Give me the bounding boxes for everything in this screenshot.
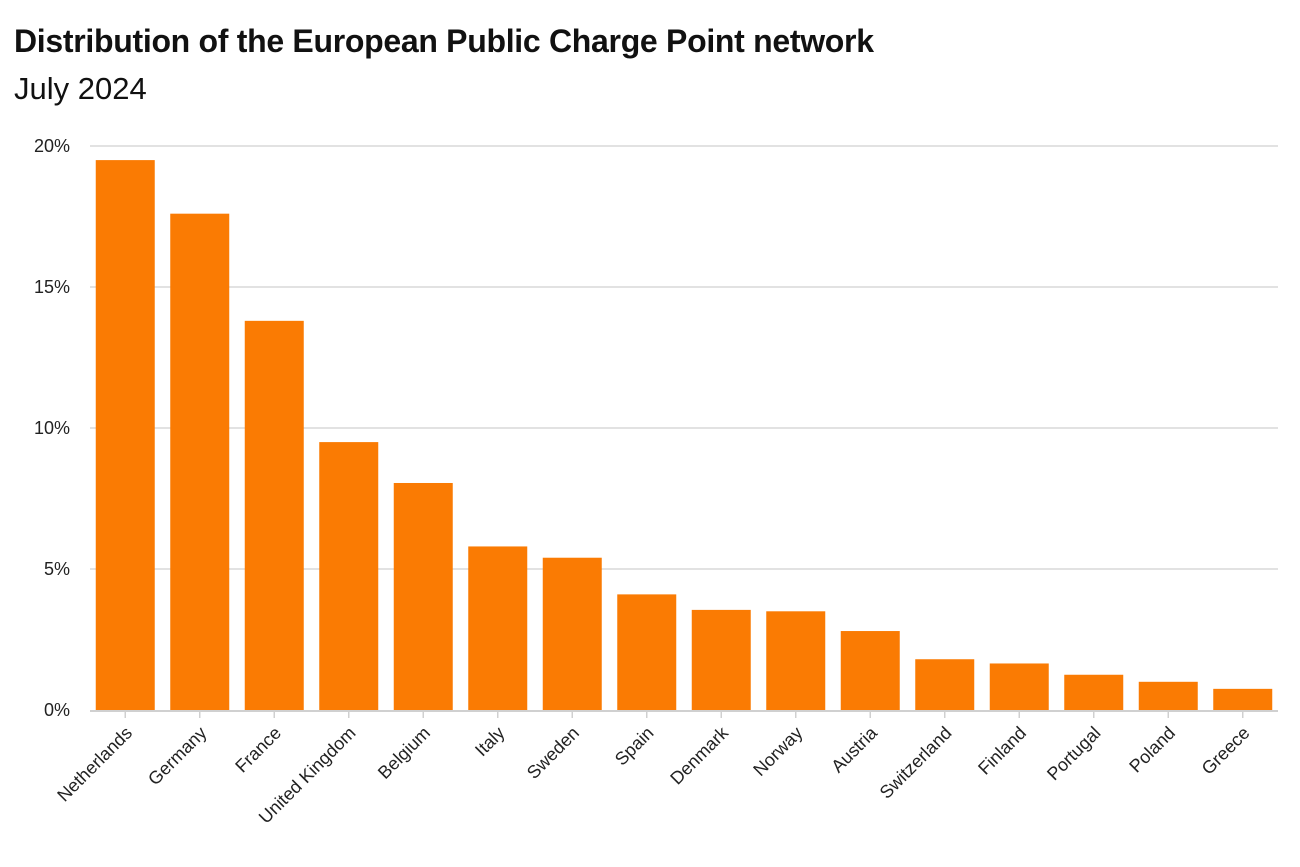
chart-subtitle: July 2024 xyxy=(14,71,147,106)
x-tick-label: Netherlands xyxy=(53,723,136,806)
x-tick-label: Spain xyxy=(611,723,658,770)
x-tick-label: Greece xyxy=(1198,723,1254,779)
bar xyxy=(1213,688,1273,710)
y-tick-label: 0% xyxy=(44,700,70,720)
x-tick-label: Denmark xyxy=(666,722,732,788)
x-tick-label: Belgium xyxy=(374,723,434,783)
x-tick-label: Germany xyxy=(144,723,210,789)
bar xyxy=(393,482,453,710)
x-tick-label: Switzerland xyxy=(876,723,956,803)
x-tick-label: Finland xyxy=(974,723,1030,779)
bar xyxy=(766,611,826,710)
x-tick-label: Portugal xyxy=(1043,723,1105,785)
x-tick-label: Austria xyxy=(827,722,881,776)
bar xyxy=(691,609,751,710)
bar xyxy=(989,663,1049,710)
bar xyxy=(840,631,900,710)
bar xyxy=(542,557,602,710)
y-tick-label: 20% xyxy=(34,136,70,156)
bar xyxy=(244,320,304,710)
bar xyxy=(95,160,155,711)
bar xyxy=(617,594,677,710)
x-tick-label: Italy xyxy=(471,723,508,760)
bar xyxy=(915,659,975,710)
bar xyxy=(1064,674,1124,710)
y-tick-label: 10% xyxy=(34,418,70,438)
x-tick-label: Sweden xyxy=(523,723,583,783)
bar xyxy=(319,442,379,710)
bar xyxy=(170,213,230,710)
bar xyxy=(468,546,528,710)
y-tick-label: 15% xyxy=(34,277,70,297)
bar xyxy=(1138,681,1198,710)
y-tick-label: 5% xyxy=(44,559,70,579)
x-tick-label: Norway xyxy=(749,723,806,780)
x-tick-label: Poland xyxy=(1125,723,1179,777)
x-tick-label: France xyxy=(231,723,285,777)
chart-title: Distribution of the European Public Char… xyxy=(14,23,874,59)
